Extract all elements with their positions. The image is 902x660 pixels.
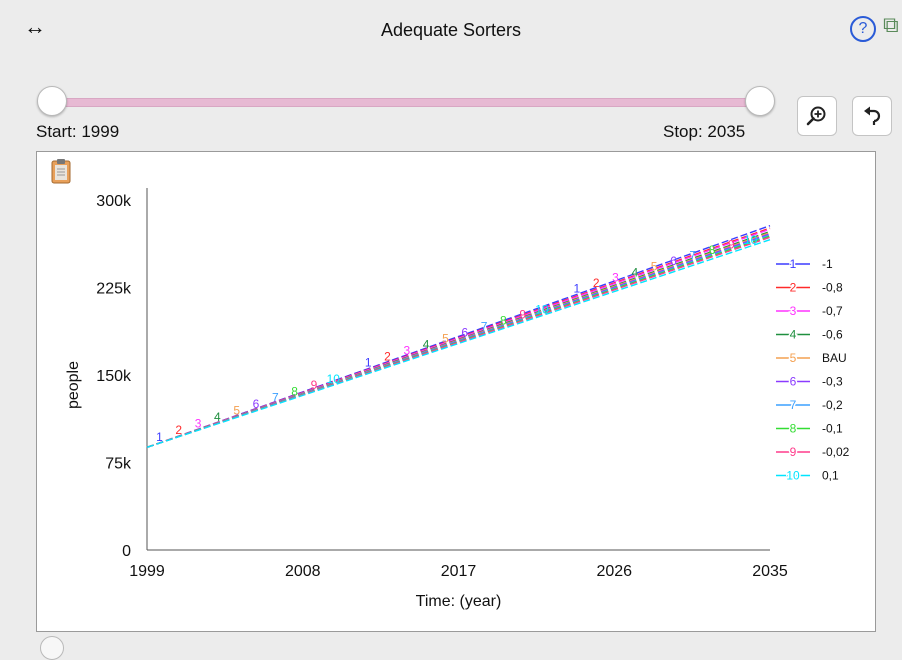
status-indicator (40, 636, 64, 660)
series-line (146, 235, 771, 448)
zoom-in-icon (806, 106, 826, 126)
series-marker: 1 (365, 356, 372, 370)
x-tick-label: 2017 (441, 563, 477, 580)
series-marker: 3 (403, 343, 410, 357)
stop-label: Stop: 2035 (663, 122, 746, 141)
series-marker: 8 (500, 314, 507, 328)
series-marker: 4 (423, 338, 430, 352)
series-line (146, 236, 771, 448)
series-marker: 7 (689, 248, 696, 262)
y-tick-label: 225k (96, 281, 132, 298)
y-tick-label: 300k (96, 193, 132, 210)
legend-marker: 3 (790, 304, 797, 318)
series-marker: 5 (233, 403, 240, 417)
x-tick-label: 2035 (752, 563, 788, 580)
legend-marker: 6 (790, 375, 797, 389)
series-marker: 5 (651, 260, 658, 274)
series-marker: 2 (384, 350, 391, 364)
help-icon[interactable]: ? (850, 16, 876, 42)
legend-marker: 7 (790, 398, 797, 412)
legend-label: -1 (822, 257, 833, 271)
series-marker: 8 (709, 243, 716, 257)
plot-panel (36, 151, 876, 632)
series-marker: 1 (574, 281, 581, 295)
series-marker: 9 (519, 308, 526, 322)
legend-label: 0,1 (822, 469, 839, 483)
horizontal-resize-icon[interactable]: ↔ (24, 14, 46, 39)
series-marker: 10 (327, 372, 341, 386)
y-axis-label: people (65, 361, 82, 409)
series-line (146, 234, 771, 448)
legend-marker: 1 (790, 257, 797, 271)
series-marker: 4 (631, 265, 638, 279)
series-marker: 3 (612, 270, 619, 284)
legend-label: -0,8 (822, 281, 843, 295)
series-marker: 4 (214, 410, 221, 424)
series-marker: 10 (535, 303, 549, 317)
legend-label: -0,2 (822, 398, 843, 412)
legend-label: -0,02 (822, 445, 850, 459)
legend-label: -0,6 (822, 328, 843, 342)
legend-marker: 2 (790, 281, 797, 295)
legend-label: -0,7 (822, 304, 843, 318)
legend-label: -0,1 (822, 422, 843, 436)
title-bar: ↔ Adequate Sorters ? ⧉ (0, 0, 902, 62)
series-marker: 6 (253, 397, 260, 411)
series-marker: 9 (311, 378, 318, 392)
clipboard-icon[interactable] (50, 158, 72, 184)
x-axis-label: Time: (year) (416, 593, 502, 610)
start-handle[interactable] (37, 86, 67, 116)
x-tick-label: 2008 (285, 563, 321, 580)
y-tick-label: 150k (96, 368, 132, 385)
legend-marker: 5 (790, 351, 797, 365)
series-marker: 6 (670, 254, 677, 268)
reset-button[interactable] (852, 96, 892, 136)
legend-marker: 8 (790, 422, 797, 436)
x-tick-label: 1999 (129, 563, 165, 580)
legend-marker: 4 (790, 328, 797, 342)
series-marker: 6 (461, 325, 468, 339)
series-marker: 5 (442, 332, 449, 346)
series-marker: 10 (744, 233, 758, 247)
series-marker: 2 (593, 276, 600, 290)
legend-marker: 9 (790, 445, 797, 459)
series-marker: 8 (291, 384, 298, 398)
series-marker: 9 (728, 237, 735, 251)
legend-label: BAU (822, 351, 847, 365)
series-marker: 1 (156, 430, 163, 444)
series-marker: 7 (272, 391, 279, 405)
popout-icon[interactable]: ⧉ (883, 12, 899, 37)
series-marker: 2 (175, 423, 182, 437)
series-marker: 7 (481, 319, 488, 333)
y-tick-label: 75k (105, 456, 132, 473)
zoom-button[interactable] (797, 96, 837, 136)
series-line (146, 239, 771, 448)
page-title: Adequate Sorters (380, 20, 522, 40)
legend-marker: 10 (786, 469, 800, 483)
stop-handle[interactable] (745, 86, 775, 116)
x-tick-label: 2026 (596, 563, 632, 580)
y-tick-label: 0 (122, 543, 131, 560)
series-marker: 3 (195, 416, 202, 430)
legend-label: -0,3 (822, 375, 843, 389)
undo-icon (864, 106, 881, 125)
start-label: Start: 1999 (36, 122, 120, 141)
